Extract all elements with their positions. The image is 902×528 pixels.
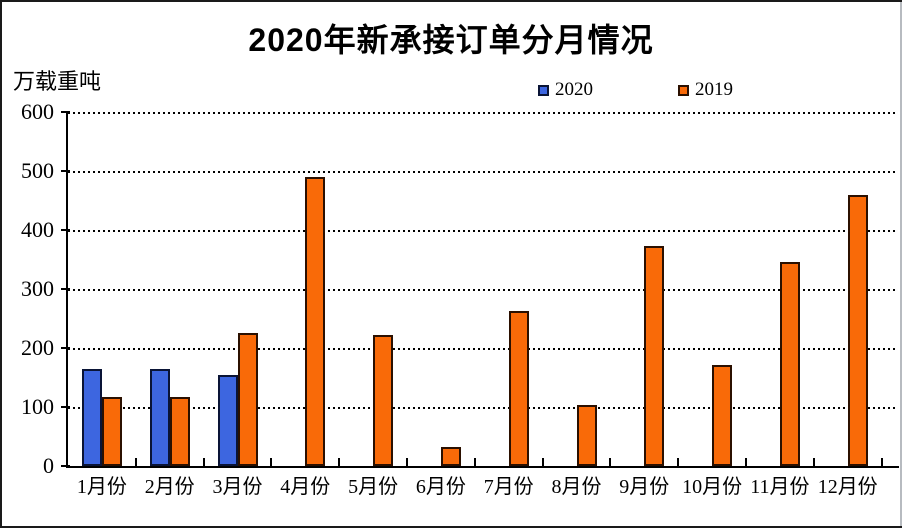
chart-title: 2020年新承接订单分月情况	[248, 22, 654, 58]
bar-2019-3月份	[237, 333, 258, 466]
x-axis-label-10月份: 10月份	[682, 476, 743, 498]
x-tick-10	[745, 458, 747, 466]
x-axis-line	[66, 466, 899, 468]
x-tick-8	[609, 458, 612, 466]
bar-2019-4月份	[305, 176, 326, 466]
x-axis-label-6月份: 6月份	[415, 476, 466, 498]
legend-swatch-2020-icon	[538, 84, 549, 96]
bar-2019-10月份	[712, 364, 733, 466]
x-tick-9	[677, 458, 680, 466]
x-tick-11	[812, 458, 815, 466]
x-axis-label-7月份: 7月份	[483, 476, 534, 498]
gridline-500	[68, 171, 897, 173]
legend-item-2019: 2019	[678, 79, 733, 101]
y-axis-unit-label: 万载重吨	[13, 69, 102, 94]
x-tick-12	[880, 458, 883, 466]
gridline-100	[68, 407, 897, 409]
x-axis-label-4月份: 4月份	[280, 476, 331, 498]
y-tick-0	[61, 465, 70, 467]
y-axis-line	[66, 112, 68, 468]
bar-2019-8月份	[576, 405, 597, 466]
y-tick-label-400: 400	[21, 217, 54, 242]
bar-2020-3月份	[217, 374, 238, 466]
x-axis-label-5月份: 5月份	[348, 476, 399, 498]
y-tick-label-300: 300	[21, 276, 54, 301]
legend-swatch-2019-icon	[678, 84, 689, 96]
x-axis-label-3月份: 3月份	[212, 476, 263, 498]
y-tick-label-0: 0	[43, 453, 54, 478]
x-tick-6	[473, 458, 476, 466]
x-axis-label-9月份: 9月份	[619, 476, 670, 498]
y-tick-300	[61, 288, 70, 290]
bar-2019-9月份	[644, 245, 665, 466]
x-tick-2	[202, 458, 205, 466]
plot-area	[68, 112, 897, 466]
gridline-600	[68, 112, 897, 114]
x-tick-3	[270, 458, 273, 466]
bar-2019-12月份	[847, 194, 868, 466]
x-axis-label-1月份: 1月份	[76, 476, 127, 498]
x-tick-7	[541, 458, 544, 466]
bar-2019-11月份	[779, 262, 800, 466]
x-axis-label-8月份: 8月份	[551, 476, 602, 498]
y-tick-400	[61, 229, 70, 231]
bar-2019-6月份	[440, 447, 461, 466]
bar-2020-1月份	[81, 368, 102, 466]
y-tick-100	[61, 406, 70, 408]
x-axis-label-2月份: 2月份	[144, 476, 195, 498]
y-tick-500	[61, 170, 70, 172]
bar-2019-1月份	[101, 396, 122, 466]
x-tick-4	[338, 458, 341, 466]
y-tick-label-600: 600	[21, 99, 54, 124]
bar-2019-2月份	[169, 396, 190, 466]
x-tick-5	[406, 458, 408, 466]
bar-2019-5月份	[373, 335, 394, 466]
y-tick-600	[61, 111, 70, 113]
y-tick-label-500: 500	[21, 158, 54, 183]
bar-2020-2月份	[149, 368, 170, 466]
legend-label-2019: 2019	[695, 79, 733, 100]
y-tick-label-200: 200	[21, 335, 54, 360]
legend-item-2020: 2020	[538, 79, 593, 101]
y-tick-label-100: 100	[21, 394, 54, 419]
gridline-300	[68, 289, 897, 291]
x-axis-label-12月份: 12月份	[817, 476, 878, 498]
gridline-200	[68, 348, 897, 350]
y-tick-200	[61, 347, 70, 349]
legend-label-2020: 2020	[555, 79, 593, 100]
bar-2019-7月份	[508, 311, 529, 466]
x-tick-1	[134, 458, 137, 466]
gridline-400	[68, 230, 897, 232]
x-axis-label-11月份: 11月份	[750, 476, 810, 498]
